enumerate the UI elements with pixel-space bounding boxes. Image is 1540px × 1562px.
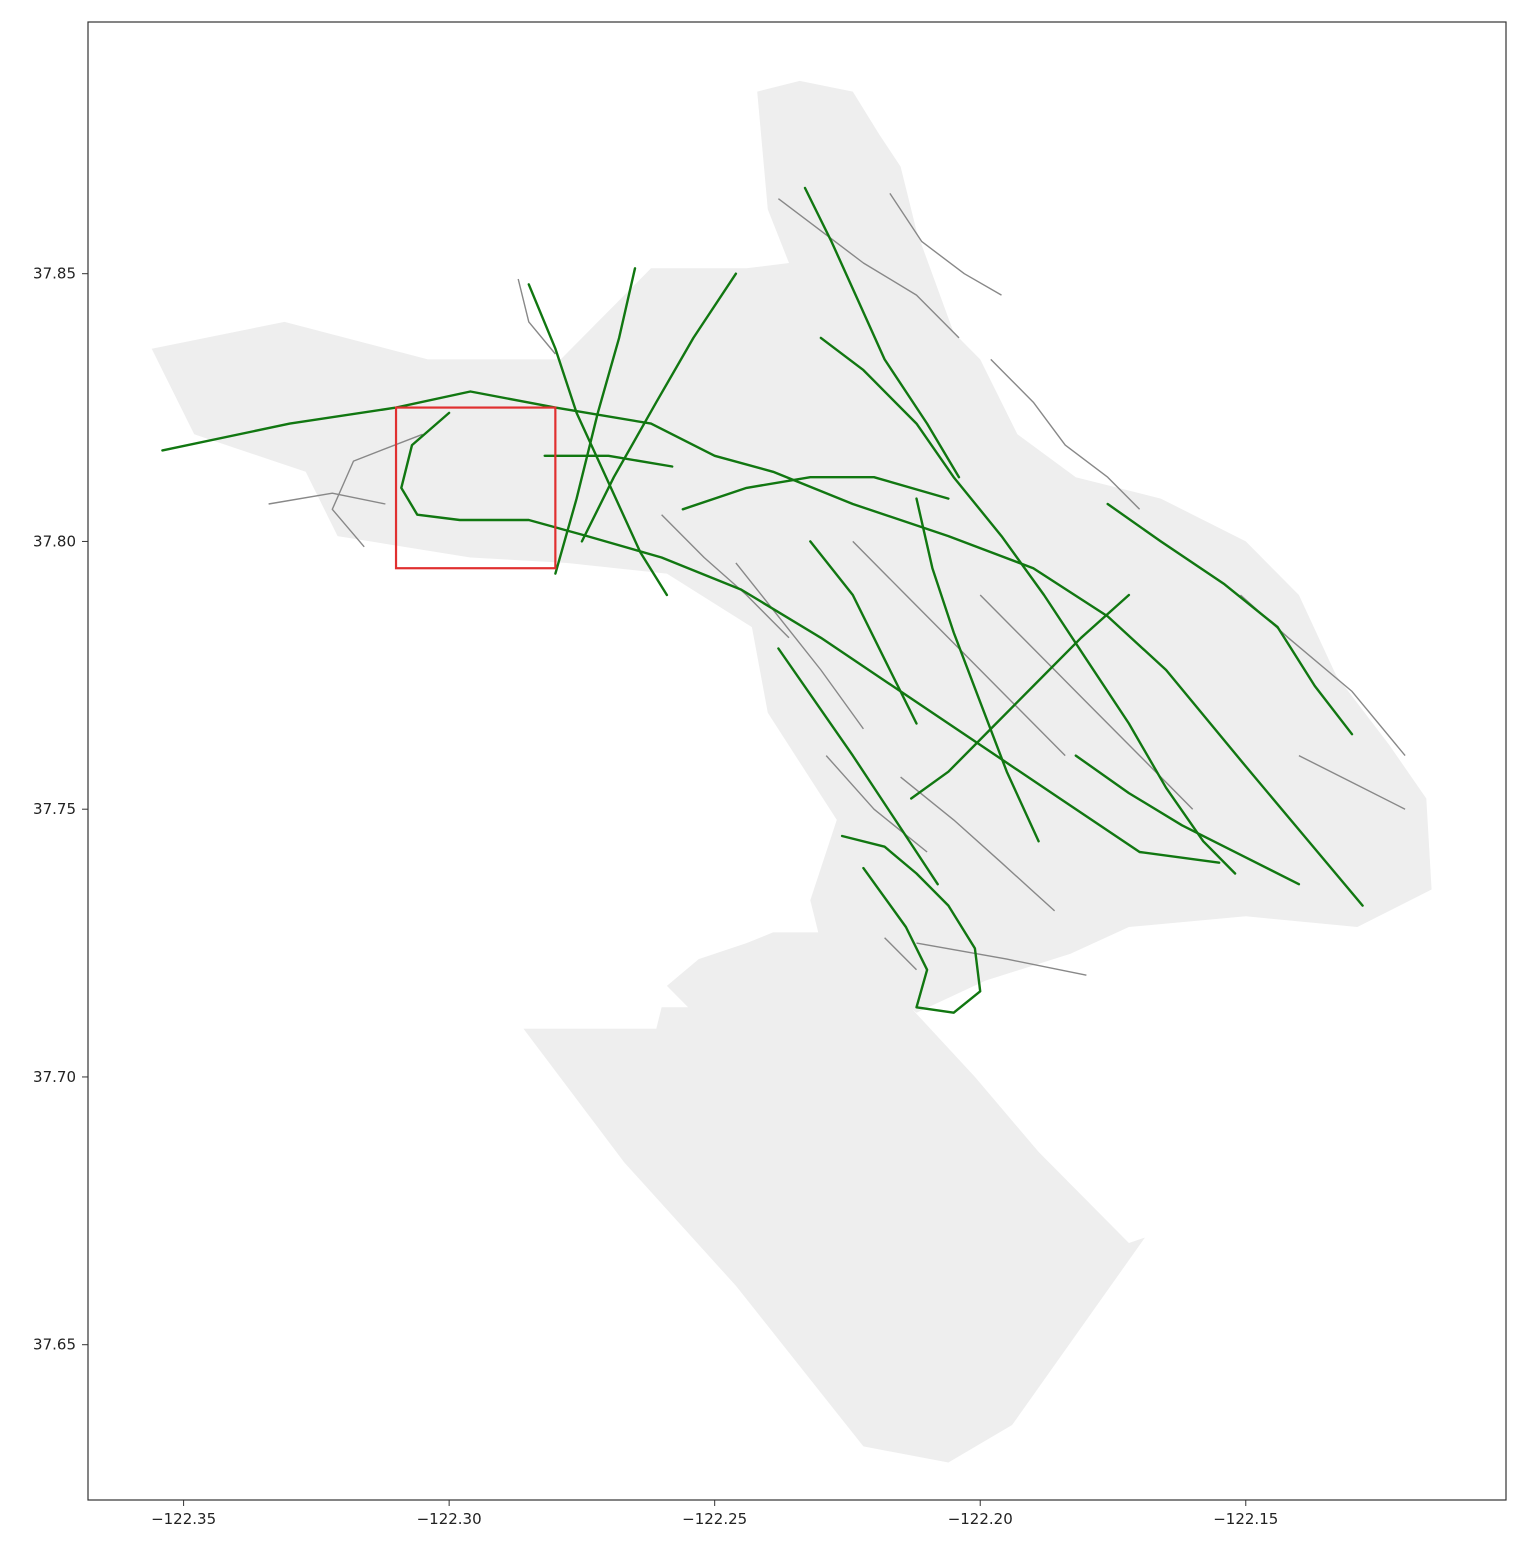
y-tick-label: 37.70 [33, 1068, 76, 1086]
x-tick-label: −122.15 [1213, 1510, 1278, 1528]
major-roads [161, 186, 1364, 1014]
major-road [803, 186, 961, 479]
major-road [161, 390, 1364, 907]
major-road [819, 336, 1237, 875]
x-tick-label: −122.20 [948, 1510, 1013, 1528]
y-axis: 37.65 37.70 37.75 37.80 37.85 [33, 265, 88, 1354]
x-axis: −122.35 −122.30 −122.25 −122.20 −122.15 [151, 1500, 1278, 1528]
minor-road [900, 776, 1056, 912]
major-road [580, 272, 738, 543]
major-road [554, 267, 637, 575]
minor-road [517, 278, 556, 355]
highlight-box [394, 406, 557, 570]
major-road [681, 476, 950, 511]
y-tick-label: 37.85 [33, 265, 76, 283]
y-tick-label: 37.75 [33, 800, 76, 818]
x-tick-label: −122.25 [682, 1510, 747, 1528]
minor-road [268, 492, 386, 505]
x-tick-label: −122.35 [151, 1510, 216, 1528]
minor-road [825, 755, 928, 853]
major-road [910, 593, 1131, 800]
minor-roads [268, 193, 1406, 976]
minor-road [916, 942, 1087, 976]
major-road [840, 834, 982, 1014]
minor-road [1298, 754, 1406, 810]
minor-road [735, 562, 864, 730]
major-road [527, 283, 669, 597]
minor-road [990, 358, 1141, 510]
major-road [1106, 502, 1354, 736]
land-area-south [523, 932, 1145, 1463]
major-road [809, 540, 918, 725]
land-area [151, 80, 1432, 1013]
axes-frame [87, 21, 1507, 1501]
major-road [1074, 754, 1301, 886]
plot-area [151, 80, 1432, 1463]
minor-road [331, 433, 423, 548]
minor-road [777, 198, 960, 339]
y-tick-label: 37.80 [33, 532, 76, 550]
major-road [400, 411, 1221, 864]
major-road [777, 647, 939, 886]
minor-road [889, 193, 1002, 296]
x-tick-label: −122.30 [417, 1510, 482, 1528]
minor-road [884, 937, 917, 971]
minor-road [661, 514, 790, 639]
major-road [543, 454, 674, 468]
major-road [915, 497, 1040, 843]
y-tick-label: 37.65 [33, 1336, 76, 1354]
